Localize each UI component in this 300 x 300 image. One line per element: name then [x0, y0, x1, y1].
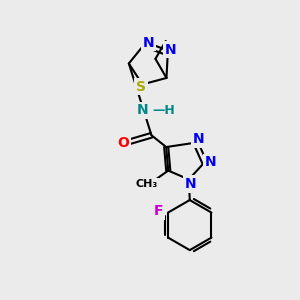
Text: F: F — [154, 204, 164, 218]
Text: O: O — [118, 136, 129, 150]
Text: N: N — [137, 103, 148, 117]
Text: S: S — [136, 80, 146, 94]
Text: N: N — [165, 43, 176, 56]
Text: N: N — [184, 177, 196, 191]
Text: N: N — [193, 132, 204, 146]
Text: —H: —H — [152, 104, 175, 117]
Text: N: N — [143, 36, 155, 50]
Text: N: N — [205, 155, 216, 170]
Text: CH₃: CH₃ — [135, 179, 158, 189]
